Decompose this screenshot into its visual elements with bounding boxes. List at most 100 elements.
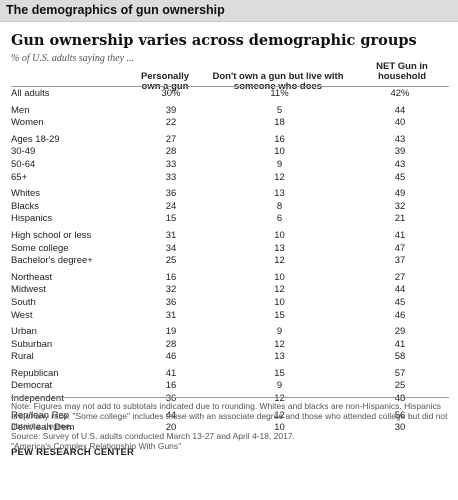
own-value: 16	[165, 380, 177, 392]
band-title: The demographics of gun ownership	[6, 3, 225, 17]
live-with-value: 13	[274, 351, 285, 363]
net-value: 40	[394, 117, 406, 129]
table-row: All adults 30% 11% 42%	[11, 88, 436, 101]
row-label: Midwest	[11, 284, 46, 296]
row-label: Some college	[11, 242, 69, 254]
own-value: 15	[165, 213, 177, 225]
net-value: 32	[394, 200, 406, 212]
live-with-value: 12	[274, 284, 285, 296]
live-with-value: 15	[274, 367, 285, 379]
live-with-value: 10	[274, 271, 285, 283]
live-with-value: 13	[274, 242, 285, 254]
net-value: 44	[394, 284, 406, 296]
header-rule	[11, 86, 449, 87]
row-label: All adults	[11, 88, 50, 99]
net-value: 39	[394, 146, 406, 158]
table-row: Ages 18-29 27 16 43	[11, 134, 436, 147]
net-value: 41	[394, 229, 406, 241]
table-row: Whites 36 13 49	[11, 188, 436, 201]
table-row: Women 22 18 40	[11, 117, 436, 130]
row-label: Independent	[11, 393, 64, 405]
own-value: 19	[165, 326, 177, 338]
row-label: Hispanics	[11, 213, 53, 225]
table-row: Suburban 28 12 41	[11, 339, 436, 352]
row-label: Rural	[11, 351, 34, 363]
net-value: 44	[394, 104, 406, 116]
live-with-value: 13	[274, 188, 285, 200]
own-value: 28	[165, 338, 177, 350]
live-with-value: 12	[274, 171, 285, 183]
live-with-value: 18	[274, 117, 285, 129]
live-with-value: 12	[274, 393, 285, 405]
net-value: 29	[394, 326, 406, 338]
net-value: 41	[394, 338, 406, 350]
row-label: Dem/lean Dem	[11, 422, 75, 434]
live-with-value: 5	[276, 104, 283, 116]
row-label: Northeast	[11, 271, 53, 283]
report-title: "America's Complex Relationship With Gun…	[11, 441, 182, 451]
own-value: 41	[165, 367, 177, 379]
row-label: 50-64	[11, 158, 36, 170]
live-with-value: 11%	[270, 88, 289, 99]
table-row: West 31 15 46	[11, 310, 436, 323]
note-text: Note: Figures may not add to subtotals i…	[11, 401, 448, 431]
own-value: 20	[165, 422, 177, 434]
net-value: 56	[394, 409, 406, 421]
row-label: Whites	[11, 188, 41, 200]
own-value: 31	[165, 309, 177, 321]
own-value: 46	[165, 351, 177, 363]
table-row: High school or less 31 10 41	[11, 230, 436, 243]
net-value: 42%	[390, 88, 410, 99]
own-value: 16	[165, 271, 177, 283]
live-with-value: 10	[274, 146, 285, 158]
table-row: Urban 19 9 29	[11, 326, 436, 339]
brand-logo-text: PEW RESEARCH CENTER	[11, 447, 135, 458]
net-value: 30	[394, 422, 406, 434]
table-row: Blacks 24 8 32	[11, 201, 436, 214]
row-label: Republican	[11, 367, 59, 379]
table-row: Dem/lean Dem 20 10 30	[11, 422, 436, 435]
table-row: South 36 10 45	[11, 297, 436, 310]
own-value: 28	[165, 146, 177, 158]
title-band: The demographics of gun ownership	[0, 0, 458, 22]
own-value: 36	[165, 188, 177, 200]
live-with-value: 16	[274, 133, 285, 145]
net-value: 43	[394, 158, 406, 170]
own-value: 30%	[161, 88, 181, 99]
row-label: 30-49	[11, 146, 36, 158]
live-with-value: 10	[274, 296, 285, 308]
table-row: Republican 41 15 57	[11, 368, 436, 381]
table-row: 30-49 28 10 39	[11, 146, 436, 159]
source-text: Source: Survey of U.S. adults conducted …	[11, 431, 295, 441]
chart-subtitle: % of U.S. adults saying they ...	[11, 53, 135, 64]
own-value: 32	[165, 284, 177, 296]
net-value: 45	[394, 171, 406, 183]
live-with-value: 9	[276, 158, 283, 170]
live-with-value: 15	[274, 309, 285, 321]
net-value: 43	[394, 133, 406, 145]
own-value: 34	[165, 242, 177, 254]
table-row: Bachelor's degree+ 25 12 37	[11, 255, 436, 268]
live-with-value: 10	[274, 422, 285, 434]
table-row: Hispanics 15 6 21	[11, 213, 436, 226]
table-row: Northeast 16 10 27	[11, 272, 436, 285]
net-value: 37	[394, 255, 406, 267]
net-value: 47	[394, 242, 406, 254]
live-with-value: 9	[276, 326, 283, 338]
table-row: Men 39 5 44	[11, 105, 436, 118]
net-value: 48	[394, 393, 406, 405]
own-value: 36	[165, 393, 177, 405]
row-label: Democrat	[11, 380, 53, 392]
row-label: Bachelor's degree+	[11, 255, 93, 267]
own-value: 27	[165, 133, 177, 145]
net-value: 58	[394, 351, 406, 363]
own-value: 24	[165, 200, 177, 212]
row-label: Ages 18-29	[11, 133, 60, 145]
net-value: 21	[394, 213, 406, 225]
own-value: 22	[165, 117, 177, 129]
own-value: 25	[165, 255, 177, 267]
live-with-value: 12	[274, 255, 285, 267]
notes-block: Note: Figures may not add to subtotals i…	[11, 401, 449, 451]
net-value: 57	[394, 367, 406, 379]
table-row: Rep/lean Rep 44 12 56	[11, 410, 436, 423]
